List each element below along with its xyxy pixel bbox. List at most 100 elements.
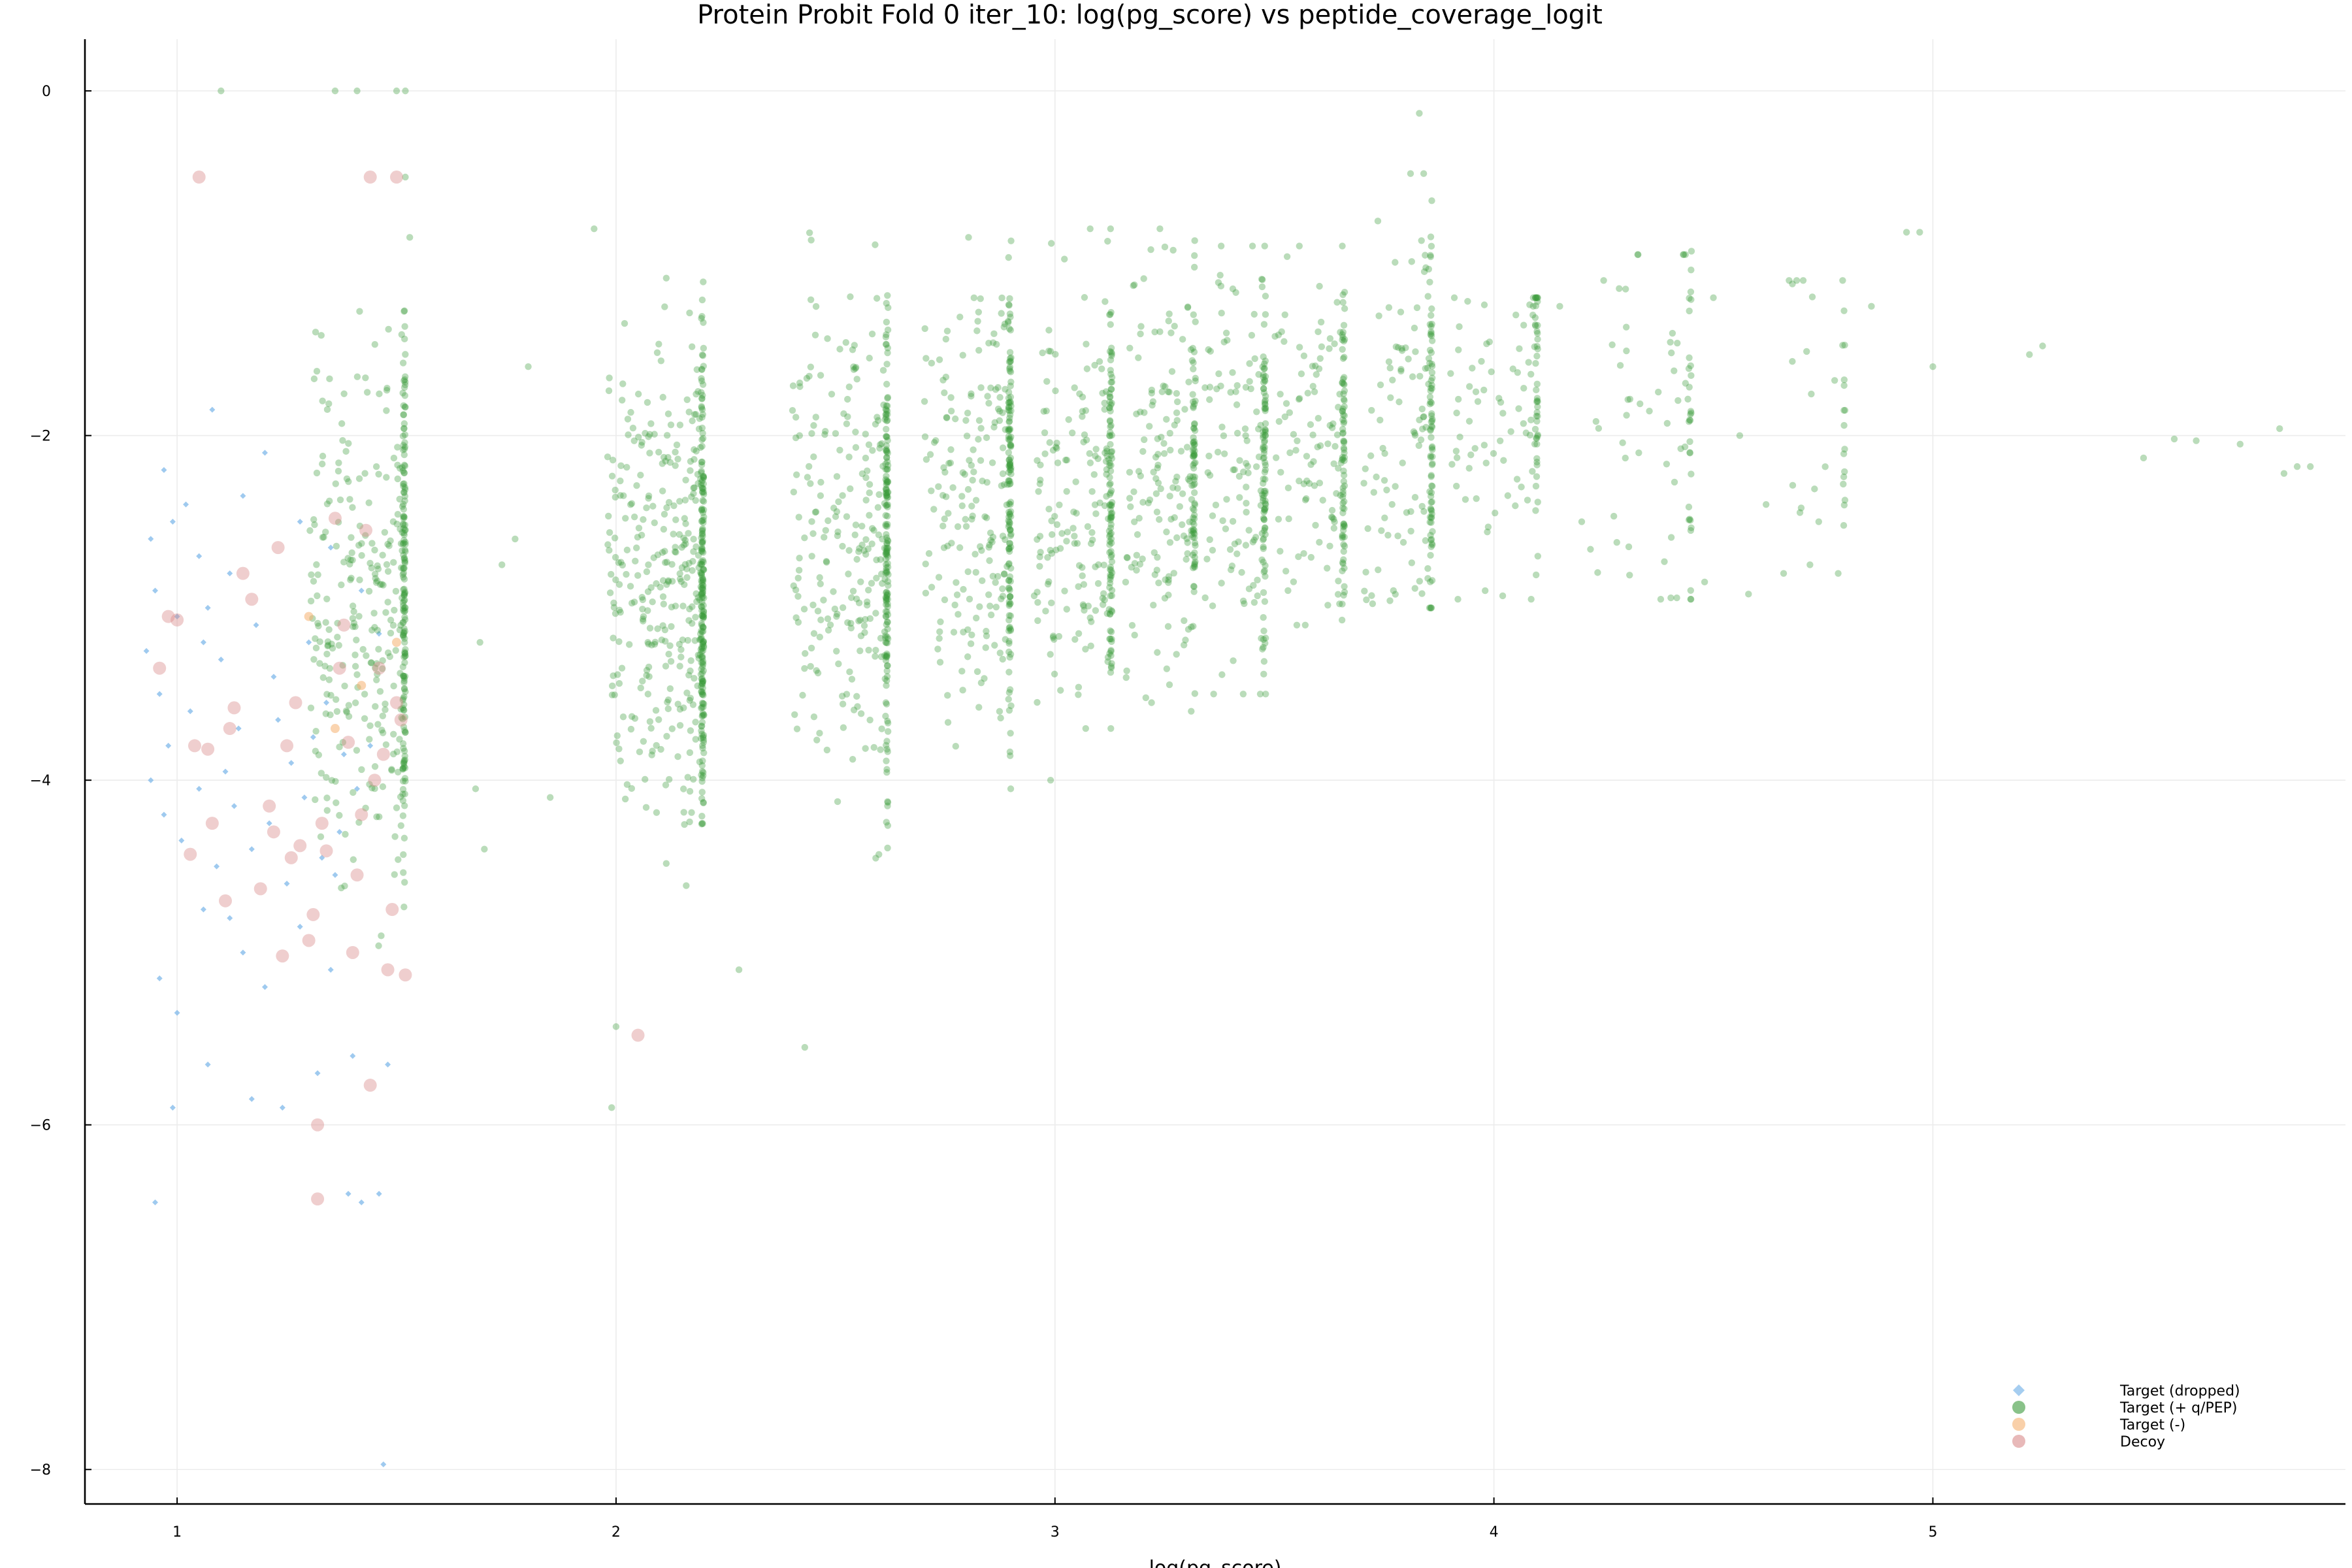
data-point-target-qpep — [1036, 532, 1044, 540]
data-point-target-qpep — [699, 613, 707, 620]
data-point-target-qpep — [372, 463, 380, 470]
data-point-target-qpep — [333, 542, 340, 550]
data-point-target-qpep — [1428, 328, 1435, 335]
data-point-target-qpep — [1107, 628, 1115, 636]
data-point-target-qpep — [1428, 418, 1435, 425]
data-point-target-qpep — [1005, 468, 1013, 476]
data-point-target-qpep — [1107, 669, 1115, 676]
data-point-target-qpep — [883, 433, 890, 441]
data-point-target-qpep — [883, 489, 890, 497]
data-point-target-qpep — [884, 449, 891, 457]
data-point-target-qpep — [392, 647, 399, 654]
data-point-target-qpep — [1258, 634, 1265, 642]
data-point-target-qpep — [961, 470, 968, 478]
data-point-target-qpep — [1241, 600, 1248, 608]
data-point-target-qpep — [849, 755, 857, 763]
data-point-target-qpep — [1380, 477, 1388, 484]
data-point-target-qpep — [1424, 365, 1431, 372]
data-point-target-qpep — [1262, 691, 1269, 698]
data-point-target-qpep — [823, 559, 830, 566]
data-point-target-qpep — [1174, 485, 1181, 492]
data-point-target-qpep — [1428, 443, 1436, 450]
data-point-target-qpep — [401, 493, 409, 500]
data-point-target-qpep — [1108, 385, 1115, 393]
data-point-target-qpep — [883, 613, 890, 621]
data-point-target-qpep — [1171, 514, 1178, 521]
data-point-target-qpep — [821, 534, 828, 541]
data-point-target-qpep — [1394, 532, 1401, 540]
data-point-target-qpep — [792, 614, 800, 621]
data-point-target-qpep — [1084, 523, 1092, 531]
data-point-target-qpep — [1154, 461, 1162, 468]
data-point-target-qpep — [2170, 435, 2178, 443]
data-point-target-qpep — [698, 635, 705, 643]
data-point-target-qpep — [1191, 451, 1198, 459]
data-point-target-qpep — [1107, 321, 1114, 328]
data-point-target-qpep — [1275, 417, 1283, 425]
data-point-target-qpep — [1534, 329, 1541, 337]
data-point-target-qpep — [1260, 535, 1267, 542]
data-point-target-qpep — [1190, 452, 1198, 459]
data-point-target-qpep — [1428, 417, 1436, 425]
data-point-target-qpep — [376, 688, 384, 695]
data-point-target-qpep — [668, 578, 676, 585]
data-point-target-qpep — [1428, 444, 1436, 451]
data-point-target-qpep — [1230, 466, 1237, 474]
data-point-target-qpep — [368, 659, 375, 666]
data-point-target-qpep — [948, 540, 955, 547]
data-point-target-qpep — [882, 550, 889, 558]
data-point-decoy — [328, 512, 342, 525]
data-point-target-qpep — [811, 331, 819, 338]
data-point-target-qpep — [676, 706, 684, 713]
data-point-target-qpep — [646, 449, 653, 457]
data-point-target-qpep — [883, 407, 891, 415]
data-point-target-qpep — [1250, 536, 1258, 544]
data-point-target-qpep — [1006, 511, 1013, 518]
data-point-target-qpep — [883, 485, 890, 493]
data-point-target-qpep — [1339, 527, 1347, 534]
data-point-target-qpep — [1260, 589, 1267, 596]
data-point-target-qpep — [999, 585, 1006, 593]
data-point-target-qpep — [1191, 561, 1198, 568]
data-point-target-qpep — [676, 498, 683, 505]
data-point-decoy — [363, 1079, 377, 1092]
data-point-target-qpep — [399, 595, 406, 602]
data-point-target-qpep — [1137, 330, 1144, 338]
data-point-target-qpep — [1422, 252, 1429, 259]
data-point-target-qpep — [356, 522, 364, 530]
data-point-target-qpep — [1063, 538, 1070, 545]
data-point-target-dropped — [354, 785, 361, 792]
data-point-target-qpep — [1465, 465, 1473, 472]
data-point-target-qpep — [390, 454, 398, 462]
data-point-target-qpep — [698, 679, 706, 687]
data-point-target-qpep — [882, 742, 890, 749]
data-point-target-qpep — [681, 536, 689, 544]
data-point-target-qpep — [1102, 388, 1110, 395]
data-point-target-qpep — [1427, 331, 1434, 338]
data-point-target-qpep — [1341, 457, 1348, 465]
data-point-target-qpep — [698, 531, 706, 538]
data-point-target-qpep — [848, 594, 855, 601]
data-point-target-qpep — [700, 611, 708, 618]
data-point-target-qpep — [1190, 438, 1198, 446]
data-point-target-qpep — [605, 387, 613, 395]
data-point-target-qpep — [698, 547, 706, 555]
data-point-target-qpep — [883, 618, 891, 626]
data-point-target-qpep — [1040, 408, 1047, 415]
data-point-target-qpep — [1841, 341, 1848, 349]
data-point-decoy — [319, 844, 333, 858]
data-point-target-qpep — [699, 689, 706, 696]
data-point-target-qpep — [810, 713, 818, 721]
data-point-target-qpep — [1340, 446, 1348, 453]
data-point-target-qpep — [872, 421, 879, 428]
data-point-target-qpep — [1005, 480, 1013, 488]
data-point-target-qpep — [1408, 559, 1416, 566]
data-point-target-qpep — [1296, 477, 1303, 485]
data-point-target-qpep — [1426, 604, 1433, 612]
data-point-decoy — [368, 774, 382, 787]
data-point-target-qpep — [699, 640, 706, 647]
data-point-target-qpep — [1165, 591, 1172, 598]
data-point-target-qpep — [1092, 607, 1100, 614]
data-point-target-qpep — [676, 722, 684, 729]
data-point-target-qpep — [1427, 604, 1434, 612]
